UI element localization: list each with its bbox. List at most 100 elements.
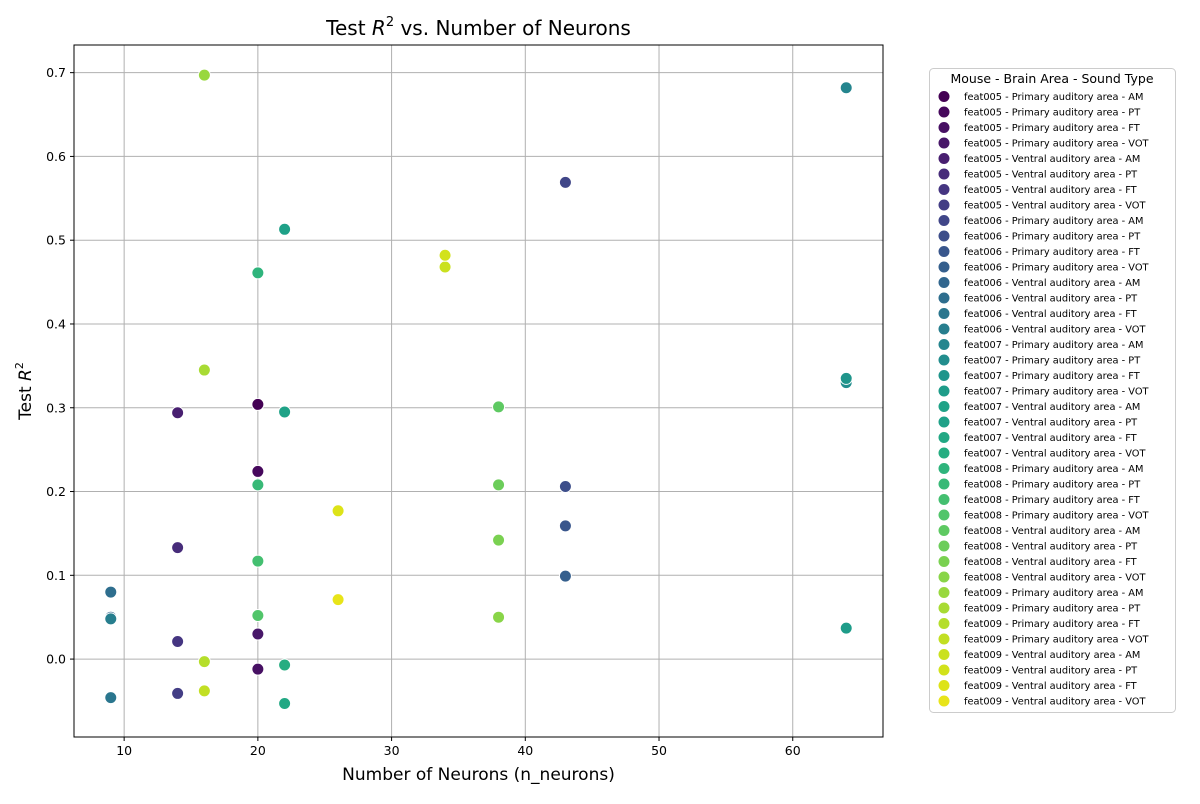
y-tick-label: 0.4 (46, 316, 66, 331)
legend-marker (937, 570, 951, 584)
x-tick-label: 40 (517, 743, 533, 758)
legend-marker (937, 245, 951, 258)
legend-entry: feat005 - Ventral auditory area - VOT (937, 198, 1146, 212)
scatter-point (251, 397, 265, 411)
legend-marker (937, 493, 951, 506)
legend-label: feat005 - Primary auditory area - AM (964, 92, 1143, 103)
x-tick-label: 20 (250, 743, 266, 758)
legend-label: feat006 - Primary auditory area - FT (964, 247, 1141, 258)
legend-label: feat009 - Primary auditory area - VOT (964, 635, 1150, 646)
legend-marker (937, 214, 951, 227)
legend-label: feat008 - Primary auditory area - FT (964, 495, 1141, 506)
legend-entry: feat007 - Primary auditory area - VOT (937, 384, 1150, 398)
legend-marker (937, 384, 951, 398)
legend-entry: feat005 - Ventral auditory area - FT (937, 183, 1138, 196)
legend-label: feat005 - Ventral auditory area - PT (964, 170, 1138, 181)
legend-label: feat007 - Primary auditory area - VOT (964, 387, 1150, 398)
legend-marker (937, 586, 951, 599)
legend-label: feat008 - Primary auditory area - VOT (964, 511, 1150, 522)
legend-entry: feat005 - Primary auditory area - AM (937, 90, 1143, 103)
legend-entry: feat008 - Primary auditory area - AM (937, 462, 1143, 475)
legend-label: feat007 - Ventral auditory area - FT (964, 433, 1138, 444)
legend-marker (937, 415, 951, 429)
chart-title-suffix: vs. Number of Neurons (394, 16, 631, 40)
legend-marker (937, 431, 951, 444)
legend-marker (937, 663, 951, 677)
legend-label: feat006 - Ventral auditory area - AM (964, 278, 1140, 289)
y-tick-label: 0.7 (46, 65, 66, 80)
y-tick-label: 0.2 (46, 484, 66, 499)
x-tick-label: 60 (785, 743, 801, 758)
legend-marker (937, 291, 951, 305)
legend-marker (937, 524, 951, 537)
legend-label: feat007 - Ventral auditory area - AM (964, 402, 1140, 413)
scatter-point (104, 691, 118, 705)
legend-marker (937, 105, 951, 119)
chart-title: Test R2 vs. Number of Neurons (325, 15, 631, 40)
legend-entry: feat006 - Primary auditory area - AM (937, 214, 1143, 227)
scatter-point (197, 68, 211, 82)
legend-entry: feat007 - Ventral auditory area - VOT (937, 446, 1146, 460)
legend-label: feat006 - Primary auditory area - PT (964, 232, 1141, 243)
legend-entry: feat007 - Ventral auditory area - AM (937, 400, 1140, 413)
legend-entry: feat006 - Primary auditory area - VOT (937, 260, 1150, 274)
legend-label: feat009 - Primary auditory area - PT (964, 604, 1141, 615)
legend-label: feat005 - Primary auditory area - VOT (964, 139, 1150, 150)
legend-entry: feat007 - Primary auditory area - PT (937, 353, 1141, 367)
scatter-point (331, 593, 345, 607)
y-axis-label-prefix: Test (16, 381, 36, 421)
legend-entry: feat005 - Primary auditory area - FT (937, 121, 1141, 134)
scatter-point (251, 478, 265, 492)
legend-entry: feat006 - Ventral auditory area - AM (937, 276, 1140, 289)
legend-frame (929, 68, 1176, 713)
legend-entry: feat007 - Primary auditory area - FT (937, 369, 1141, 382)
legend-entry: feat005 - Primary auditory area - PT (937, 105, 1141, 119)
legend-label: feat007 - Ventral auditory area - VOT (964, 449, 1146, 460)
legend-entry: feat009 - Primary auditory area - PT (937, 601, 1141, 615)
x-tick-label: 50 (651, 743, 667, 758)
legend-entry: feat006 - Ventral auditory area - VOT (937, 322, 1146, 336)
y-tick-label: 0.6 (46, 149, 66, 164)
scatter-point (278, 405, 292, 419)
legend-label: feat007 - Primary auditory area - AM (964, 340, 1143, 351)
scatter-point (197, 684, 211, 698)
scatter-point (492, 478, 506, 492)
legend-label: feat005 - Primary auditory area - FT (964, 123, 1141, 134)
legend-marker (937, 369, 951, 382)
legend-label: feat007 - Primary auditory area - FT (964, 371, 1141, 382)
scatter-point (839, 81, 853, 95)
x-tick-label: 30 (384, 743, 400, 758)
y-tick-label: 0.1 (46, 568, 66, 583)
scatter-point (251, 662, 265, 676)
legend-marker (937, 307, 951, 320)
legend-marker (937, 477, 951, 491)
scatter-point (104, 612, 118, 626)
scatter-point (251, 266, 265, 280)
legend-marker (937, 400, 951, 413)
scatter-point (558, 519, 572, 533)
y-axis-label: Test R2 (13, 362, 36, 421)
legend-marker (937, 322, 951, 336)
legend-marker (937, 679, 951, 692)
legend-label: feat006 - Primary auditory area - VOT (964, 263, 1150, 274)
scatter-point (438, 260, 452, 274)
legend-marker (937, 446, 951, 460)
legend-entry: feat008 - Primary auditory area - VOT (937, 508, 1150, 522)
chart-title-sup: 2 (386, 15, 394, 30)
legend-entry: feat008 - Ventral auditory area - PT (937, 539, 1138, 553)
legend-entry: feat006 - Primary auditory area - FT (937, 245, 1141, 258)
legend-label: feat009 - Ventral auditory area - PT (964, 666, 1138, 677)
legend-marker (937, 539, 951, 553)
legend-marker (937, 183, 951, 196)
legend-marker (937, 632, 951, 646)
legend-label: feat006 - Ventral auditory area - PT (964, 294, 1138, 305)
legend-entry: feat006 - Primary auditory area - PT (937, 229, 1141, 243)
x-tick-label: 10 (116, 743, 132, 758)
chart-title-math: R (372, 16, 386, 40)
legend-marker (937, 617, 951, 630)
legend-label: feat005 - Ventral auditory area - AM (964, 154, 1140, 165)
scatter-point (171, 541, 185, 555)
legend-marker (937, 353, 951, 367)
legend-marker (937, 136, 951, 150)
